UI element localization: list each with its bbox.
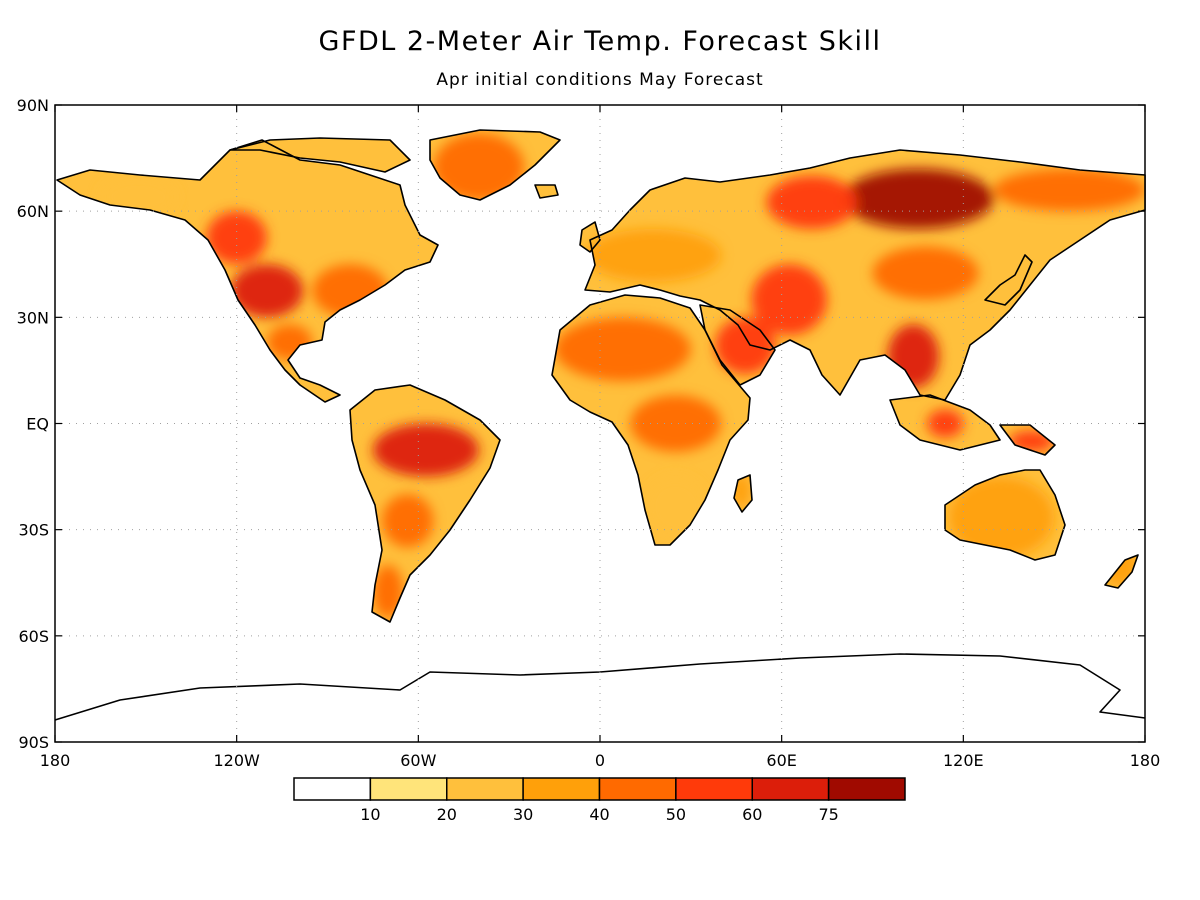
heat-region xyxy=(554,317,691,382)
colorbar-swatch xyxy=(598,777,677,801)
y-tick-label: 60N xyxy=(17,202,49,221)
colorbar-label: 60 xyxy=(742,805,762,824)
heat-region xyxy=(927,409,964,438)
coast-iceland xyxy=(534,184,559,199)
colorbar-label: 40 xyxy=(589,805,609,824)
heat-region xyxy=(433,133,525,201)
coast-uk xyxy=(579,221,601,253)
colorbar-label: 20 xyxy=(437,805,457,824)
colorbar-swatch xyxy=(751,777,830,801)
colorbar-label: 30 xyxy=(513,805,533,824)
y-tick-label: 60S xyxy=(18,627,49,646)
colorbar-label: 75 xyxy=(818,805,838,824)
heat-region xyxy=(372,423,479,477)
x-tick-label: 180 xyxy=(1130,751,1161,770)
x-tick-label: 120W xyxy=(213,751,260,770)
heat-region xyxy=(842,168,994,229)
coast-new-guinea xyxy=(999,424,1056,456)
coast-south-america xyxy=(349,384,501,623)
heat-region xyxy=(948,476,1055,558)
colorbar-swatch xyxy=(827,777,906,801)
y-tick-label: 90N xyxy=(17,96,49,115)
heat-region xyxy=(382,494,434,548)
coast-japan xyxy=(984,254,1033,306)
heat-region xyxy=(630,395,722,452)
colorbar-label: 50 xyxy=(666,805,686,824)
heat-region xyxy=(230,264,304,318)
colorbar-label: 10 xyxy=(360,805,380,824)
x-tick-label: 0 xyxy=(595,751,605,770)
heat-region xyxy=(993,168,1145,212)
y-tick-label: 30S xyxy=(18,521,49,540)
heat-region xyxy=(584,228,722,282)
heat-region xyxy=(751,264,828,336)
colorbar-swatch xyxy=(522,777,601,801)
heat-region xyxy=(872,246,979,300)
colorbar-swatch xyxy=(675,777,753,801)
coast-australia xyxy=(944,469,1066,561)
colorbar-swatch xyxy=(293,777,372,801)
map-title: GFDL 2-Meter Air Temp. Forecast Skill xyxy=(318,26,882,57)
x-tick-label: 60W xyxy=(400,751,436,770)
x-tick-label: 120E xyxy=(943,751,984,770)
coastlines xyxy=(54,129,1146,721)
map-subtitle: Apr initial conditions May Forecast xyxy=(436,70,764,90)
y-tick-label: 30N xyxy=(17,308,49,327)
colorbar: 10 20 30 40 50 60 75 xyxy=(293,777,906,824)
colorbar-swatch xyxy=(369,777,448,801)
y-tick-label: 90S xyxy=(18,733,49,752)
x-tick-label: 180 xyxy=(40,751,71,770)
coast-north-america xyxy=(56,139,439,403)
coast-greenland xyxy=(429,129,561,201)
coast-antarctica xyxy=(54,653,1146,721)
coast-new-zealand xyxy=(1104,554,1139,589)
x-tick-label: 60E xyxy=(766,751,796,770)
colorbar-swatch xyxy=(446,777,524,801)
coast-eurasia xyxy=(584,149,1146,401)
heat-region xyxy=(766,175,858,229)
heat-region xyxy=(645,476,706,537)
coast-madagascar xyxy=(733,474,753,513)
heat-region xyxy=(372,565,404,619)
coast-africa xyxy=(551,294,751,546)
coast-indonesia xyxy=(889,394,1001,451)
heat-region xyxy=(206,211,267,265)
y-tick-label: EQ xyxy=(26,415,49,434)
coast-arctic-islands xyxy=(229,137,411,173)
axis-layer: 180 120W 60W 0 60E 120E 180 90N 60N 30N EQ 30S 60S 90… xyxy=(17,96,1161,770)
